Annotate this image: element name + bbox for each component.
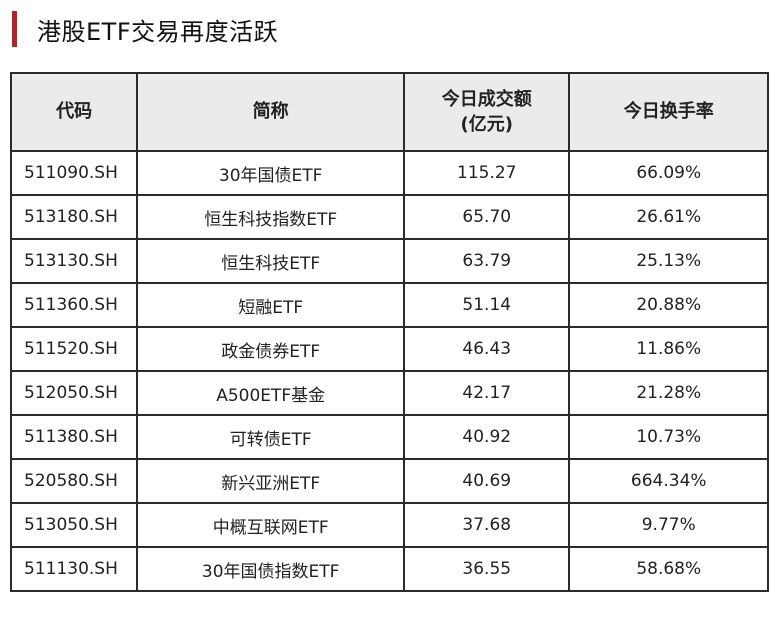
cell-code: 511360.SH [9,282,139,328]
table-row: 513050.SH 中概互联网ETF 37.68 9.77% [9,502,769,548]
page-title: 港股ETF交易再度活跃 [37,17,279,46]
cell-code: 513180.SH [9,194,139,240]
table-row: 512050.SH A500ETF基金 42.17 21.28% [9,370,769,416]
cell-amount: 65.70 [403,194,571,240]
cell-amount: 37.68 [403,502,571,548]
table-row: 511380.SH 可转债ETF 40.92 10.73% [9,414,769,460]
cell-rate: 664.34% [568,458,769,504]
cell-amount: 51.14 [403,282,571,328]
header-turnover-amount-label: 今日成交额 [441,88,532,110]
cell-name: 中概互联网ETF [136,502,406,548]
cell-rate: 11.86% [568,326,769,372]
header-turnover-rate: 今日换手率 [568,72,769,152]
header-turnover-amount-unit: (亿元) [460,114,513,135]
header-name: 简称 [136,72,406,152]
cell-code: 511380.SH [9,414,139,460]
cell-code: 511130.SH [9,546,139,592]
cell-amount: 115.27 [403,150,571,196]
cell-code: 520580.SH [9,458,139,504]
cell-amount: 46.43 [403,326,571,372]
cell-rate: 21.28% [568,370,769,416]
table-row: 511520.SH 政金债券ETF 46.43 11.86% [9,326,769,372]
cell-code: 512050.SH [9,370,139,416]
table-body: 511090.SH 30年国债ETF 115.27 66.09% 513180.… [9,150,769,592]
header-turnover-amount: 今日成交额 (亿元) [403,72,571,152]
cell-amount: 36.55 [403,546,571,592]
cell-amount: 40.69 [403,458,571,504]
cell-name: 恒生科技指数ETF [136,194,406,240]
table-row: 513130.SH 恒生科技ETF 63.79 25.13% [9,238,769,284]
cell-rate: 20.88% [568,282,769,328]
cell-name: 新兴亚洲ETF [136,458,406,504]
title-accent-bar [12,11,17,47]
table-row: 511090.SH 30年国债ETF 115.27 66.09% [9,150,769,196]
cell-name: 30年国债指数ETF [136,546,406,592]
title-bar: 港股ETF交易再度活跃 [12,8,278,50]
cell-code: 511520.SH [9,326,139,372]
table-row: 513180.SH 恒生科技指数ETF 65.70 26.61% [9,194,769,240]
table-header-row: 代码 简称 今日成交额 (亿元) 今日换手率 [9,72,769,152]
cell-name: 短融ETF [136,282,406,328]
cell-amount: 42.17 [403,370,571,416]
cell-code: 513130.SH [9,238,139,284]
cell-rate: 58.68% [568,546,769,592]
cell-amount: 40.92 [403,414,571,460]
cell-name: 恒生科技ETF [136,238,406,284]
cell-name: 可转债ETF [136,414,406,460]
cell-code: 511090.SH [9,150,139,196]
cell-name: 30年国债ETF [136,150,406,196]
cell-amount: 63.79 [403,238,571,284]
cell-rate: 9.77% [568,502,769,548]
table-row: 520580.SH 新兴亚洲ETF 40.69 664.34% [9,458,769,504]
cell-code: 513050.SH [9,502,139,548]
cell-name: 政金债券ETF [136,326,406,372]
cell-name: A500ETF基金 [136,370,406,416]
cell-rate: 26.61% [568,194,769,240]
etf-table: 代码 简称 今日成交额 (亿元) 今日换手率 511090.SH 30年国债ET… [9,72,769,592]
cell-rate: 25.13% [568,238,769,284]
cell-rate: 10.73% [568,414,769,460]
table-row: 511130.SH 30年国债指数ETF 36.55 58.68% [9,546,769,592]
table-row: 511360.SH 短融ETF 51.14 20.88% [9,282,769,328]
header-code: 代码 [9,72,139,152]
cell-rate: 66.09% [568,150,769,196]
